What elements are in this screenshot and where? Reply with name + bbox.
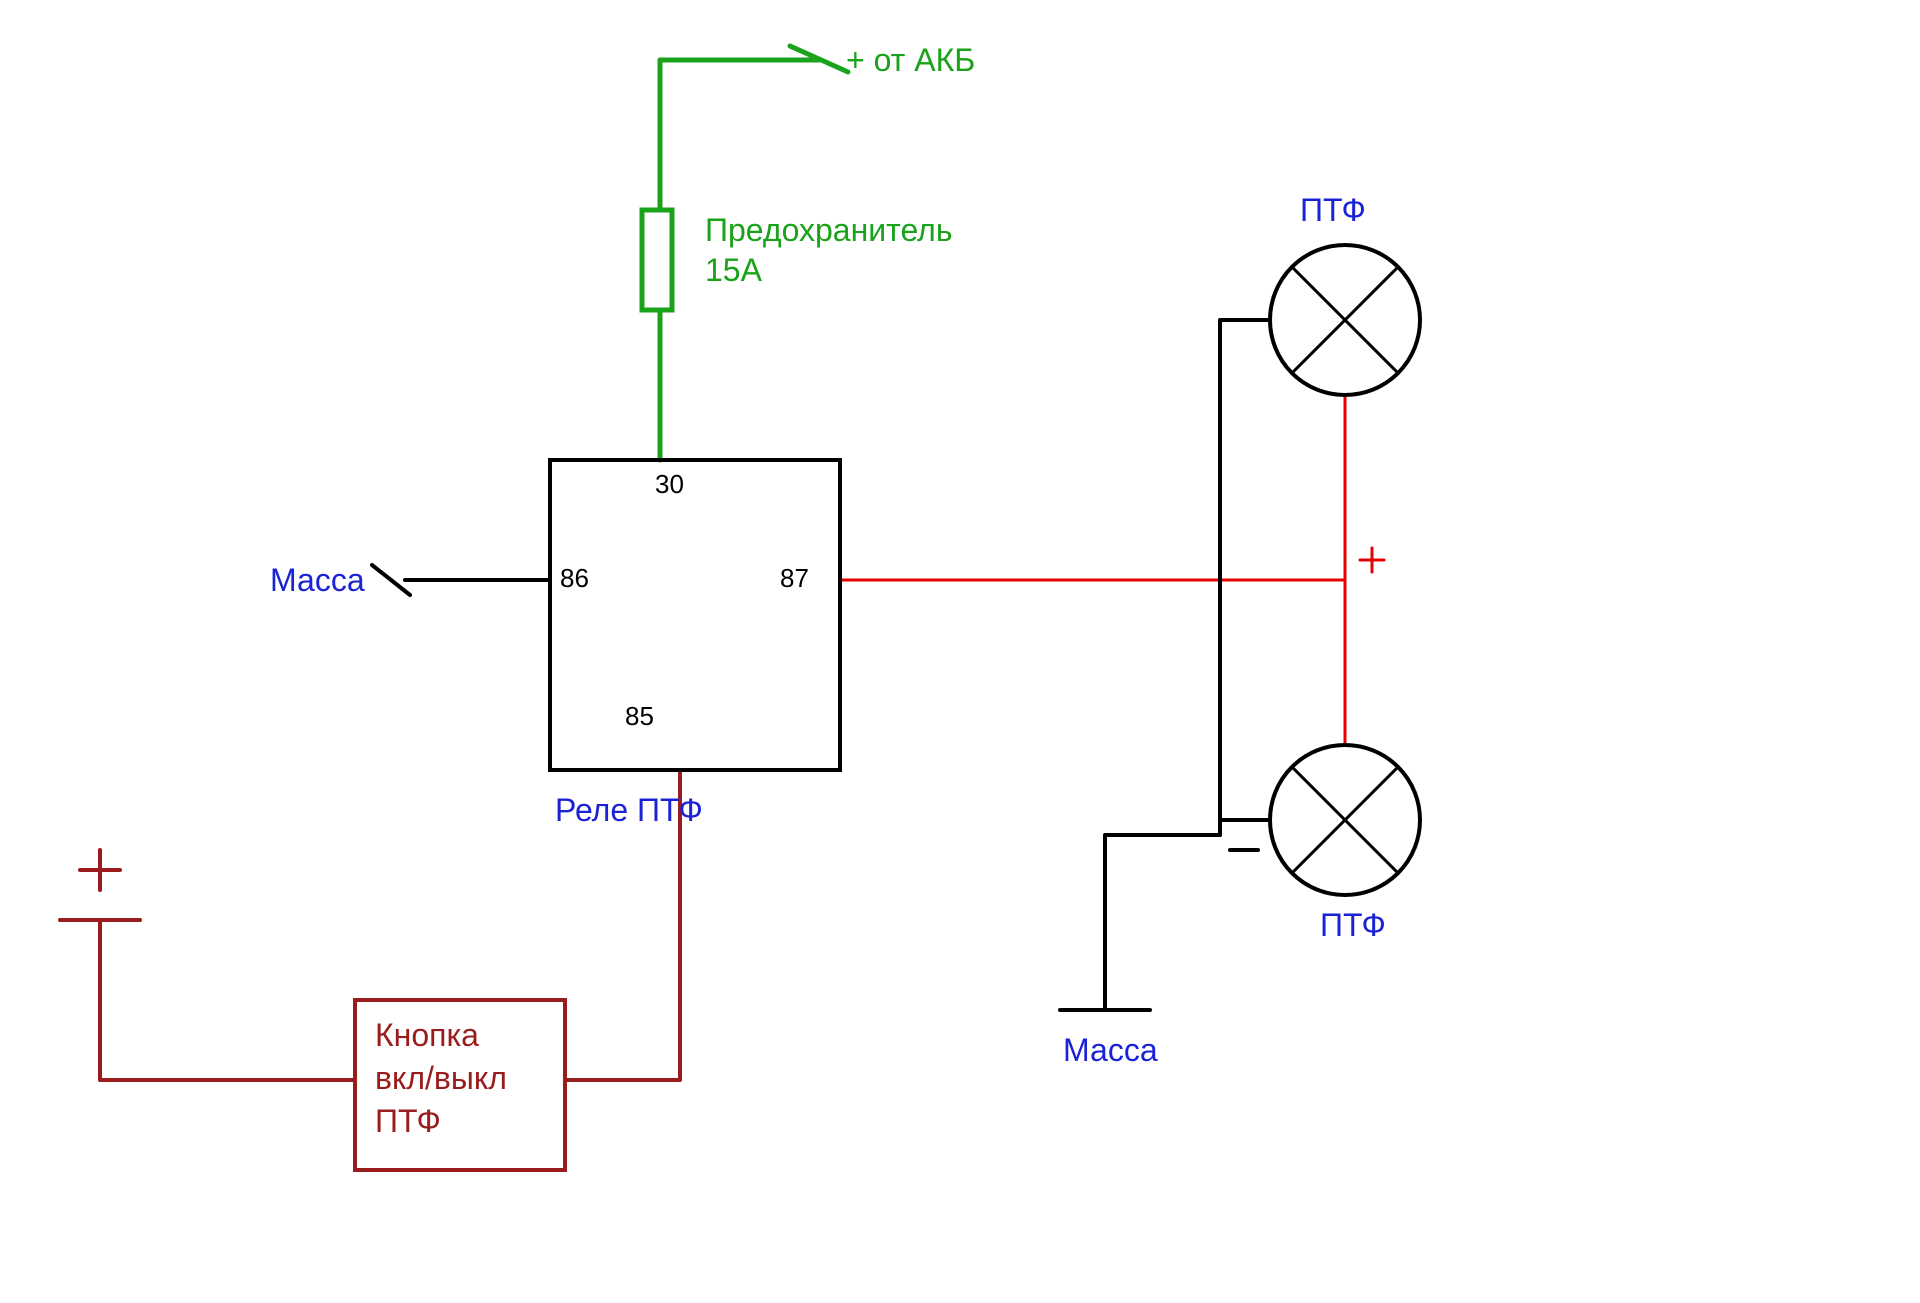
relay-label: Реле ПТФ — [555, 790, 703, 830]
wiring-diagram — [0, 0, 1920, 1303]
switch-label-2: вкл/выкл — [375, 1058, 507, 1098]
pin87-label: 87 — [780, 562, 809, 595]
ground-left-label: Масса — [270, 560, 365, 600]
ptf-bottom-label: ПТФ — [1320, 905, 1386, 945]
ground-right-label: Масса — [1063, 1030, 1158, 1070]
fuse-label-line2: 15А — [705, 250, 762, 290]
switch-label-3: ПТФ — [375, 1101, 441, 1141]
pin30-label: 30 — [655, 468, 684, 501]
ptf-top-label: ПТФ — [1300, 190, 1366, 230]
pin85-label: 85 — [625, 700, 654, 733]
fuse-label-line1: Предохранитель — [705, 210, 953, 250]
battery-label: + от АКБ — [846, 40, 975, 80]
switch-label-1: Кнопка — [375, 1015, 479, 1055]
pin86-label: 86 — [560, 562, 589, 595]
